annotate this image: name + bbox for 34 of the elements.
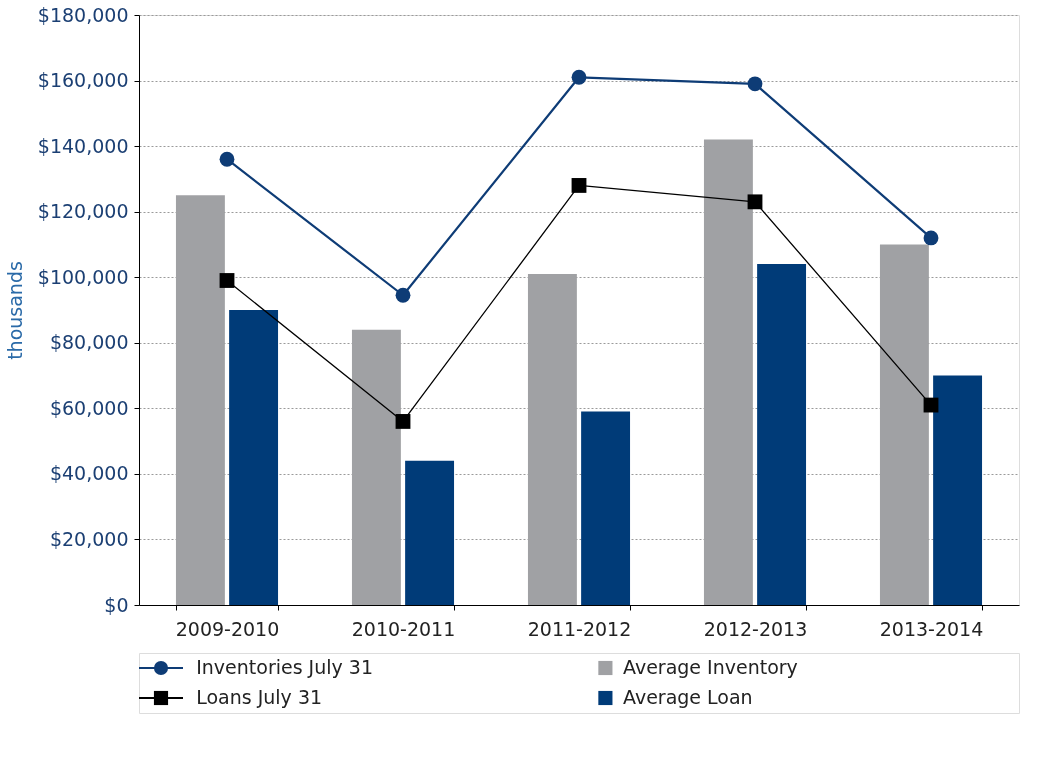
bar [405, 460, 455, 605]
legend-label: Average Inventory [623, 656, 798, 678]
point [219, 151, 235, 167]
x-tick-label: 2010-2011 [351, 617, 456, 640]
legend-label: Average Loan [623, 686, 753, 708]
point [747, 76, 763, 92]
y-tick-label: $120,000 [37, 200, 129, 223]
x-tick-label: 2009-2010 [175, 617, 280, 640]
y-tick-label: $140,000 [37, 134, 129, 157]
point [395, 414, 411, 429]
y-tick-label: $60,000 [49, 396, 129, 419]
y-tick-label: $100,000 [37, 265, 129, 288]
point [571, 69, 587, 85]
bar [581, 411, 631, 605]
legend-label: Inventories July 31 [196, 656, 374, 678]
point [571, 178, 587, 193]
bar [229, 310, 279, 605]
y-tick-label: $20,000 [49, 527, 129, 550]
legend-label: Loans July 31 [196, 686, 323, 708]
point [747, 194, 763, 210]
bar [757, 264, 807, 605]
point [923, 230, 939, 246]
x-tick-label: 2012-2013 [703, 617, 808, 640]
x-tick-label: 2013-2014 [879, 617, 984, 640]
y-tick-label: $80,000 [49, 331, 129, 354]
y-tick-label: $40,000 [49, 462, 129, 485]
y-tick-label: $0 [104, 593, 129, 616]
point [395, 287, 411, 303]
y-axis-title: thousands [3, 261, 26, 360]
y-tick-label: $160,000 [37, 69, 129, 92]
x-tick-label: 2011-2012 [527, 617, 632, 640]
y-tick-label: $180,000 [37, 3, 129, 26]
point [219, 273, 235, 288]
bar [933, 375, 983, 605]
